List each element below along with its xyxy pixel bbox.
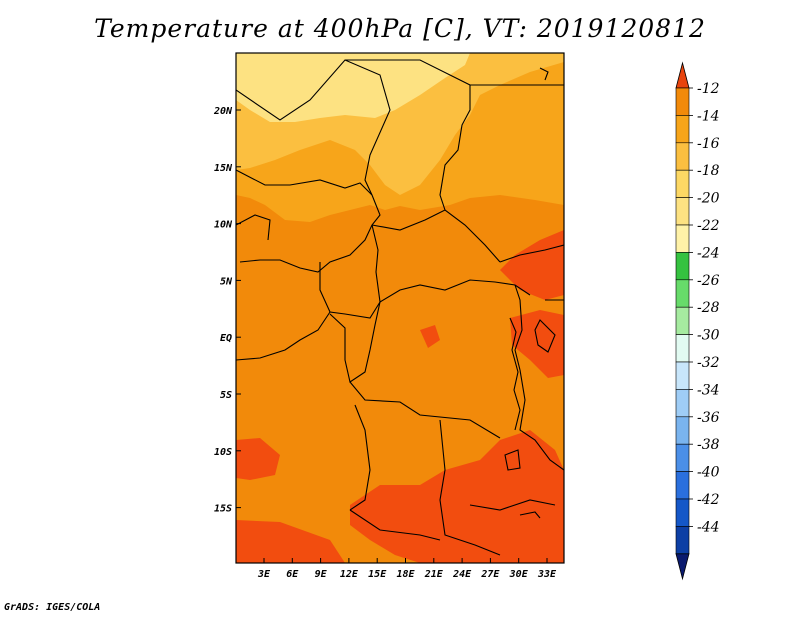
lon-label: 30E: [509, 569, 529, 580]
chart-title: Temperature at 400hPa [C], VT: 201912081…: [94, 14, 706, 43]
colorbar-swatch: [675, 115, 690, 144]
field-patch-east: [500, 230, 564, 300]
grads-credit: GrADS: IGES/COLA: [4, 602, 101, 613]
lat-label: 15N: [214, 163, 233, 174]
colorbar-label: -32: [697, 355, 720, 371]
lon-label: 33E: [537, 569, 557, 580]
lat-label: 10S: [214, 447, 232, 458]
lon-label: 24E: [452, 569, 472, 580]
colorbar-swatch: [675, 197, 690, 226]
lat-label: 10N: [214, 220, 233, 231]
colorbar-swatch: [675, 334, 690, 363]
field-patch-ssw: [236, 520, 345, 563]
colorbar-label: -30: [697, 328, 720, 344]
colorbar-label: -40: [697, 465, 720, 481]
country-borders: [236, 59, 564, 556]
colorbar-swatch: [675, 416, 690, 445]
colorbar-swatch: [675, 306, 690, 335]
colorbar-swatch: [675, 252, 690, 281]
colorbar: -12 -14 -16 -18 -20 -22 -24 -26 -28 -30 -32 -34 -36 -…: [675, 61, 720, 581]
colorbar-label: -36: [697, 410, 720, 426]
colorbar-label: -18: [697, 163, 720, 179]
colorbar-label: -16: [697, 136, 720, 152]
colorbar-label: -20: [697, 191, 720, 207]
colorbar-over-arrow: [675, 61, 690, 89]
lon-label: 3E: [257, 569, 271, 580]
colorbar-swatch: [675, 498, 690, 527]
latitude-axis: 20N 15N 10N 5N EQ 5S 10S 15S: [213, 106, 241, 515]
lon-label: 15E: [368, 569, 387, 580]
colorbar-swatch: [675, 361, 690, 390]
colorbar-label: -38: [697, 437, 720, 453]
colorbar-label: -28: [697, 300, 720, 316]
lon-label: 21E: [424, 569, 444, 580]
field-patch-sw: [236, 438, 280, 480]
lat-label: 15S: [214, 504, 232, 515]
lon-label: 27E: [480, 569, 500, 580]
field-patch-lakes: [510, 310, 564, 378]
lon-label: 9E: [315, 569, 328, 580]
colorbar-swatch: [675, 169, 690, 198]
colorbar-swatch: [675, 389, 690, 418]
temperature-field: [236, 53, 564, 563]
lon-label: 18E: [396, 569, 415, 580]
lat-label: EQ: [220, 333, 232, 344]
lat-label: 5N: [220, 276, 233, 287]
lon-label: 12E: [340, 569, 359, 580]
colorbar-label: -12: [697, 81, 720, 97]
colorbar-swatch: [675, 142, 690, 171]
field-band-20: [236, 53, 470, 122]
colorbar-swatch: [675, 526, 690, 555]
colorbar-label: -44: [697, 519, 720, 535]
colorbar-swatch: [675, 443, 690, 472]
colorbar-label: -34: [697, 382, 720, 398]
map-frame: [235, 52, 565, 564]
longitude-axis: 3E 6E 9E 12E 15E 18E 21E 24E 27E 30E 33E: [257, 558, 557, 580]
colorbar-under-arrow: [675, 553, 690, 581]
colorbar-swatch: [675, 279, 690, 308]
colorbar-label: -14: [697, 108, 720, 124]
colorbar-label: -26: [697, 273, 720, 289]
colorbar-label: -42: [697, 492, 720, 508]
field-patch-gulf: [420, 325, 440, 348]
colorbar-swatch: [675, 87, 690, 116]
field-patch-south: [350, 430, 564, 563]
colorbar-label: -22: [697, 218, 720, 234]
colorbar-label: -24: [697, 245, 720, 261]
colorbar-swatch: [675, 471, 690, 500]
lat-label: 5S: [220, 390, 232, 401]
lat-label: 20N: [213, 106, 233, 117]
lon-label: 6E: [286, 569, 299, 580]
colorbar-swatch: [675, 224, 690, 253]
